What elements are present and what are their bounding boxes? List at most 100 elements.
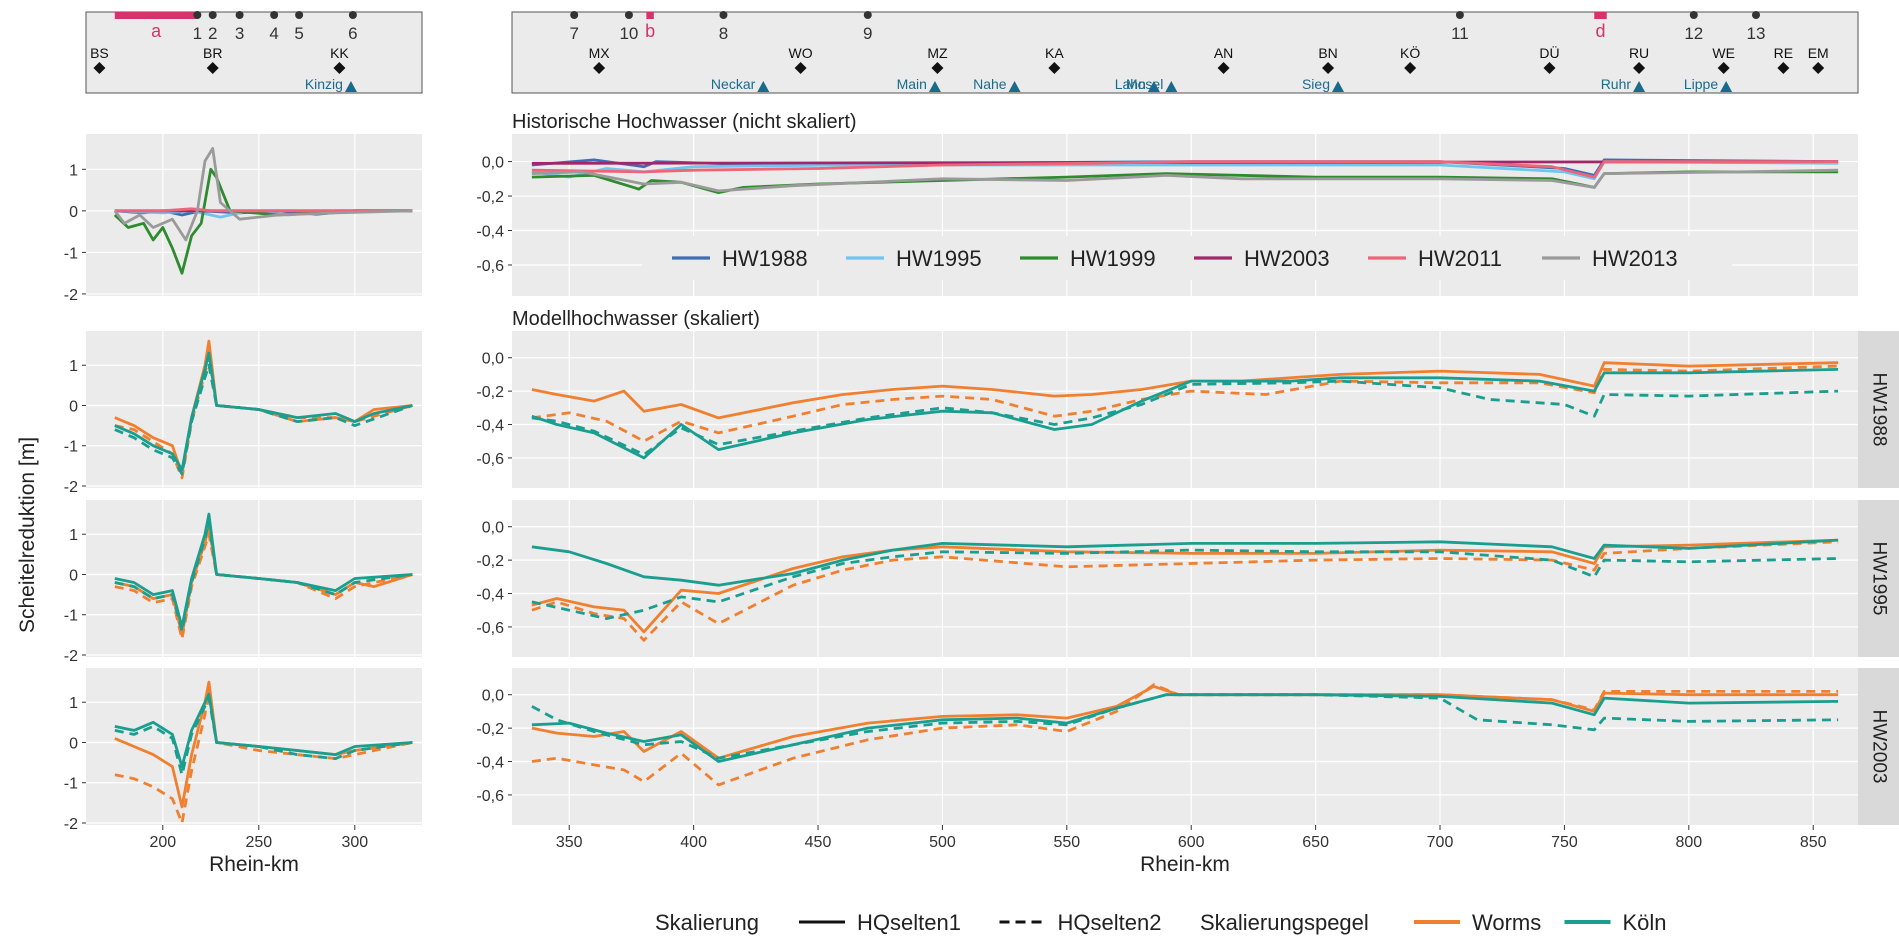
y-tick-label: 1 xyxy=(69,358,78,375)
numbered-point-label: 5 xyxy=(294,24,303,43)
station-diamond-marker xyxy=(931,62,944,74)
numbered-point-label: 6 xyxy=(348,24,357,43)
y-tick-label: 1 xyxy=(69,162,78,179)
station-diamond-marker xyxy=(333,62,346,74)
y-tick-label: -0,6 xyxy=(476,258,504,275)
series-line-left xyxy=(114,512,413,629)
tributary-triangle-marker xyxy=(928,81,941,92)
station-diamond-marker xyxy=(1404,62,1417,74)
retention-area-label: a xyxy=(151,21,162,41)
station-label: KÖ xyxy=(1400,44,1420,61)
y-tick-label: -0,2 xyxy=(476,721,504,738)
facet-strip-label: HW1995 xyxy=(1868,542,1889,616)
station-diamond-marker xyxy=(794,62,807,74)
facet-row-2: 1 0 -1 -2 0,0 -0,2 -0,4 -0,6 HW1995 xyxy=(64,500,1899,665)
numbered-point-dot xyxy=(1689,11,1698,19)
station-label: WO xyxy=(789,45,813,61)
y-tick-label: 1 xyxy=(69,695,78,712)
series-line-left xyxy=(114,532,413,641)
map-strip-frame xyxy=(511,11,1859,94)
series-line-right xyxy=(531,548,1839,620)
tributary-label: Sieg xyxy=(1302,76,1330,92)
numbered-point-label: 8 xyxy=(719,24,728,43)
series-line-left xyxy=(114,363,413,476)
tributary-triangle-marker xyxy=(1332,81,1345,92)
station-diamond-marker xyxy=(1217,62,1230,74)
tributary-label: Nahe xyxy=(973,76,1007,92)
station-diamond-marker xyxy=(1322,62,1335,74)
series-line-left xyxy=(114,692,413,768)
station-label: BS xyxy=(90,45,109,61)
tributary-label: Main xyxy=(897,76,927,92)
x-tick-label: 850 xyxy=(1800,834,1827,851)
y-tick-label: -0,2 xyxy=(476,384,504,401)
numbered-point-dot xyxy=(624,11,633,19)
station-diamond-marker xyxy=(593,62,606,74)
retention-area-label: b xyxy=(645,21,655,41)
tributary-triangle-marker xyxy=(1147,81,1160,92)
numbered-point-label: 7 xyxy=(569,24,578,43)
scaling-legend-label: HQselten2 xyxy=(1058,910,1162,935)
numbered-point-label: 1 xyxy=(193,24,202,43)
numbered-point-dot xyxy=(1455,11,1464,19)
numbered-point-dot xyxy=(863,11,872,19)
gauge-legend-title: Skalierungspegel xyxy=(1200,910,1369,935)
x-tick-label: 550 xyxy=(1053,834,1080,851)
numbered-point-dot xyxy=(570,11,579,19)
legend-item-label: HW2013 xyxy=(1592,246,1678,271)
y-tick-label: 0 xyxy=(69,735,78,752)
legend-item-label: HW1999 xyxy=(1070,246,1156,271)
tributary-triangle-marker xyxy=(1165,81,1178,92)
numbered-point-label: 10 xyxy=(619,24,638,43)
station-diamond-marker xyxy=(206,62,219,74)
map-strip-middle-lower-rhine: b d 7 10 8 9 11 12 13 MX WO MZ KA AN BN KÖ DÜ RU WE RE EM Nec… xyxy=(511,11,1859,94)
y-tick-label: -2 xyxy=(64,648,78,665)
y-tick-label: 0 xyxy=(69,204,78,221)
y-tick-label: -0,6 xyxy=(476,451,504,468)
scaling-legend-label: HQselten1 xyxy=(857,910,961,935)
x-axis-right_panels: 350 400 450 500 550 600 650 700 750 800 850 Rhein-k… xyxy=(556,825,1827,876)
tributary-label: Lippe xyxy=(1684,76,1718,92)
y-tick-label: 0,0 xyxy=(482,351,504,368)
scaling-legend-title: Skalierung xyxy=(655,910,759,935)
series-line-left xyxy=(114,520,413,633)
chart-legends: HW1988 HW1995 HW1999 HW2003 HW2011 HW2013 Skal… xyxy=(642,236,1732,935)
y-tick-label: -1 xyxy=(64,608,78,625)
series-line-right xyxy=(531,693,1839,760)
y-tick-label: -0,6 xyxy=(476,620,504,637)
right-panel-background xyxy=(512,668,1858,825)
y-tick-label: 0 xyxy=(69,567,78,584)
legend-item-label: HW2011 xyxy=(1418,246,1502,271)
facet-title: Modellhochwasser (skaliert) xyxy=(512,308,760,330)
y-tick-label: -0,6 xyxy=(476,788,504,805)
station-diamond-marker xyxy=(1543,62,1556,74)
series-line-left xyxy=(114,688,413,825)
y-tick-label: -1 xyxy=(64,245,78,262)
y-tick-label: -1 xyxy=(64,776,78,793)
y-tick-label: -0,2 xyxy=(476,189,504,206)
numbered-point-label: 3 xyxy=(235,24,244,43)
numbered-point-label: 12 xyxy=(1684,24,1703,43)
x-tick-label: 650 xyxy=(1302,834,1329,851)
legend-item-label: HW2003 xyxy=(1244,246,1330,271)
series-line-left xyxy=(114,207,413,213)
retention-area-bar xyxy=(114,12,198,19)
station-label: RE xyxy=(1774,45,1793,61)
series-line-left xyxy=(113,167,413,275)
x-tick-label: 400 xyxy=(680,834,707,851)
y-tick-label: -2 xyxy=(64,287,78,304)
station-diamond-marker xyxy=(1048,62,1061,74)
numbered-point-dot xyxy=(193,11,202,19)
facet-strip-background xyxy=(1858,500,1899,657)
legend-item-label: HW1988 xyxy=(722,246,808,271)
y-tick-label: -2 xyxy=(64,479,78,496)
y-tick-label: 0,0 xyxy=(482,520,504,537)
map-strip-frame xyxy=(85,11,423,94)
gauge-legend-label: Worms xyxy=(1472,910,1541,935)
tributary-label: Neckar xyxy=(711,76,756,92)
y-tick-label: 1 xyxy=(69,527,78,544)
series-line-right xyxy=(531,168,1839,193)
station-label: WE xyxy=(1712,45,1735,61)
tributary-triangle-marker xyxy=(1008,81,1021,92)
